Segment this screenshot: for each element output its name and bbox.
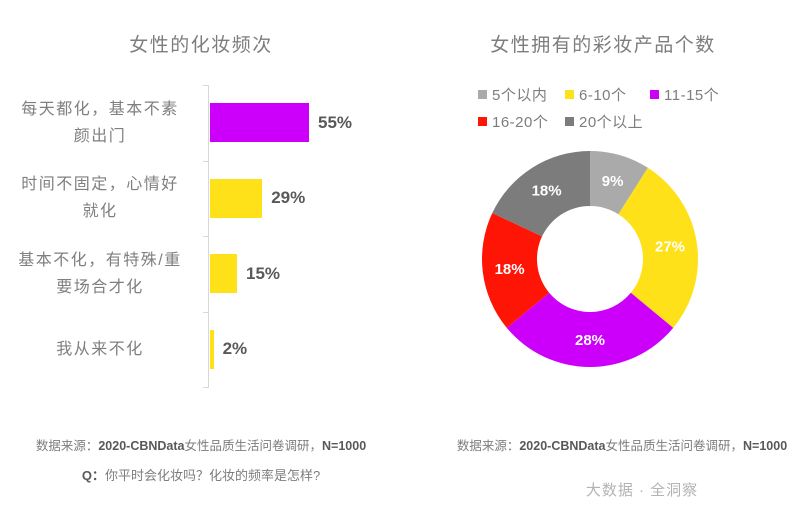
legend-item: 6-10个 [565,86,627,104]
donut-chart-title: 女性拥有的彩妆产品个数 [490,35,716,56]
category-label: 基本不化，有特殊/重 要场合才化 [18,251,182,296]
legend-swatch-icon [478,89,487,99]
source-prefix: 数据来源： [456,439,520,453]
source-middle: 女性品质生活问卷调研， [605,439,744,453]
donut-slice-label: 18% [495,261,525,278]
donut-slice-label: 28% [575,332,605,349]
legend-swatch-icon [565,89,574,99]
bar-segment [210,254,237,294]
donut-slice [506,292,674,368]
product-count-panel: 女性拥有的彩妆产品个数 5个以内 6-10个 11-15个 16-20个 20个以上 9… [402,0,804,507]
bar-value-label: 2% [222,339,248,359]
bar-value-label: 15% [246,263,281,283]
makeup-frequency-panel: 女性的化妆频次 每天都化，基本不素 颜出门 55% 时间不固定，心情好 就化 29% 基本不… [0,35,402,484]
category-label: 时间不固定，心情好 就化 [21,176,179,221]
legend-label: 11-15个 [664,86,720,104]
donut-slice [492,151,590,237]
donut-slice [590,151,648,215]
axis-tick [203,387,209,388]
legend-swatch-icon [478,116,487,126]
axis-tick [203,85,209,86]
question-prefix: Q： [81,468,105,483]
category-label: 我从来不化 [56,340,144,358]
axis-tick [203,311,209,313]
left-source-note: 数据来源：2020-CBNData女性品质生活问卷调研，N=1000 [0,435,402,454]
axis-tick [203,160,209,162]
legend-label: 20个以上 [579,113,644,131]
legend-swatch-icon [565,116,574,126]
right-source-note: 数据来源：2020-CBNData女性品质生活问卷调研，N=1000 [430,435,804,454]
survey-question: Q：你平时会化妆吗？化妆的频率是怎样? [0,465,402,484]
legend-label: 16-20个 [492,113,549,131]
source-prefix: 数据来源： [35,439,99,453]
bar-value-label: 55% [318,112,353,132]
category-label: 每天都化，基本不素 颜出门 [21,100,179,145]
bar-segment [210,178,263,218]
donut-slice [482,213,550,328]
donut-slice-label: 27% [655,238,685,255]
source-sample-size: N=1000 [743,439,788,453]
source-sample-size: N=1000 [322,439,367,453]
donut-chart: 9% 27% 28% 18% 18% [482,151,699,368]
bar-value-label: 29% [271,188,306,208]
bar-segment [210,329,214,369]
source-middle: 女性品质生活问卷调研， [184,439,323,453]
legend-label: 6-10个 [579,86,627,104]
legend-label: 5个以内 [492,86,548,104]
donut-slice-label: 9% [602,173,624,190]
source-study-name: 2020-CBNData [98,439,185,453]
legend-item: 11-15个 [650,86,720,104]
legend-item: 5个以内 [478,86,548,104]
donut-slice [618,167,699,328]
question-text: 你平时会化妆吗？化妆的频率是怎样? [104,468,321,483]
axis-tick [203,236,209,237]
legend-swatch-icon [650,89,659,99]
watermark-logo-text: 大数据 · 全洞察 [585,482,699,499]
legend-item: 20个以上 [565,113,644,131]
donut-slice-label: 18% [532,183,562,200]
bar-segment [210,103,309,143]
source-study-name: 2020-CBNData [519,439,606,453]
legend-item: 16-20个 [478,113,549,131]
bar-chart-title: 女性的化妆频次 [129,35,273,56]
